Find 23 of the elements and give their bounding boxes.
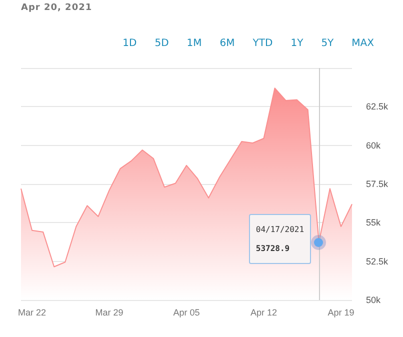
text: 5Y [320,37,335,51]
y-tick-label: 62.5k [366,102,389,112]
y-tick-label: 52.5k [366,256,389,266]
text: 5D [154,37,170,51]
text: YTD [252,37,274,51]
x-tick-label: Apr 12 [250,308,277,318]
text: 6M [218,37,236,51]
text: MAX [350,37,375,51]
annotation: 53728.9 [256,243,291,256]
y-tick-label: 57.5k [366,179,389,189]
annotation: 04/17/2021 [256,224,304,236]
x-tick-label: Apr 19 [328,308,354,318]
x-tick-label: Mar 29 [95,308,124,318]
text: 1Y [290,37,304,51]
tooltip-box: 04/17/2021 53728.9 [248,214,312,264]
chart-title: Apr 20, 2021 [21,3,92,13]
x-tick-label: Apr 05 [173,308,200,318]
x-tick-label: Mar 22 [18,308,46,318]
y-tick-label: 50k [366,295,382,305]
y-tick-label: 60k [366,140,382,150]
text: 1D [122,37,138,51]
text: 1M [186,37,203,51]
y-tick-label: 55k [366,218,382,228]
